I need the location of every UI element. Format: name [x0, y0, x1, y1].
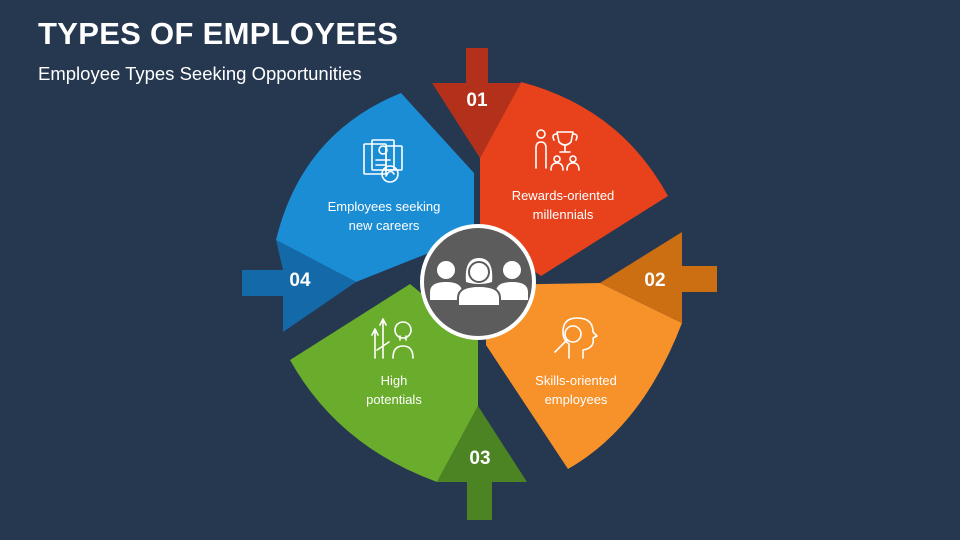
segment-02-label-line1: Skills-oriented [535, 373, 617, 388]
segment-01-petal [480, 82, 668, 276]
segment-03-number-tab [437, 406, 527, 520]
segment-04-label-line1: Employees seeking [328, 199, 441, 214]
segment-04: 04 Employees seeking new careers [242, 93, 474, 332]
center-hub [420, 224, 536, 340]
segment-01-label-line2: millennials [533, 207, 594, 222]
segment-02-number: 02 [644, 270, 665, 291]
segment-01-number-tab [432, 48, 521, 158]
segment-04-label-line2: new careers [349, 218, 420, 233]
segment-01-number: 01 [466, 90, 488, 111]
slide-subtitle: Employee Types Seeking Opportunities [38, 63, 362, 84]
segment-02-petal [486, 283, 682, 469]
segment-03-label-line1: High [381, 373, 408, 388]
employee-group-icon [430, 258, 528, 307]
rewards-trophy-team-icon [535, 129, 580, 171]
resume-search-icon [363, 139, 403, 183]
segment-03-label-line2: potentials [366, 392, 422, 407]
segment-04-number-tab [242, 240, 356, 332]
segment-03-number: 03 [469, 448, 490, 469]
head-magnifier-icon [554, 317, 598, 359]
segment-03: 03 High potentials [290, 284, 527, 520]
segment-04-number: 04 [289, 270, 311, 291]
growth-idea-person-icon [371, 318, 414, 359]
segment-01-label-line1: Rewards-oriented [512, 188, 615, 203]
segment-01: 01 Rewards-oriented millennials [432, 48, 668, 276]
slide-title: TYPES OF EMPLOYEES [38, 16, 399, 51]
segment-02-number-tab [600, 232, 717, 323]
segment-03-petal [290, 284, 478, 482]
segment-02: 02 Skills-oriented employees [486, 232, 717, 469]
segment-02-label-line2: employees [545, 392, 608, 407]
segment-04-petal [276, 93, 474, 282]
